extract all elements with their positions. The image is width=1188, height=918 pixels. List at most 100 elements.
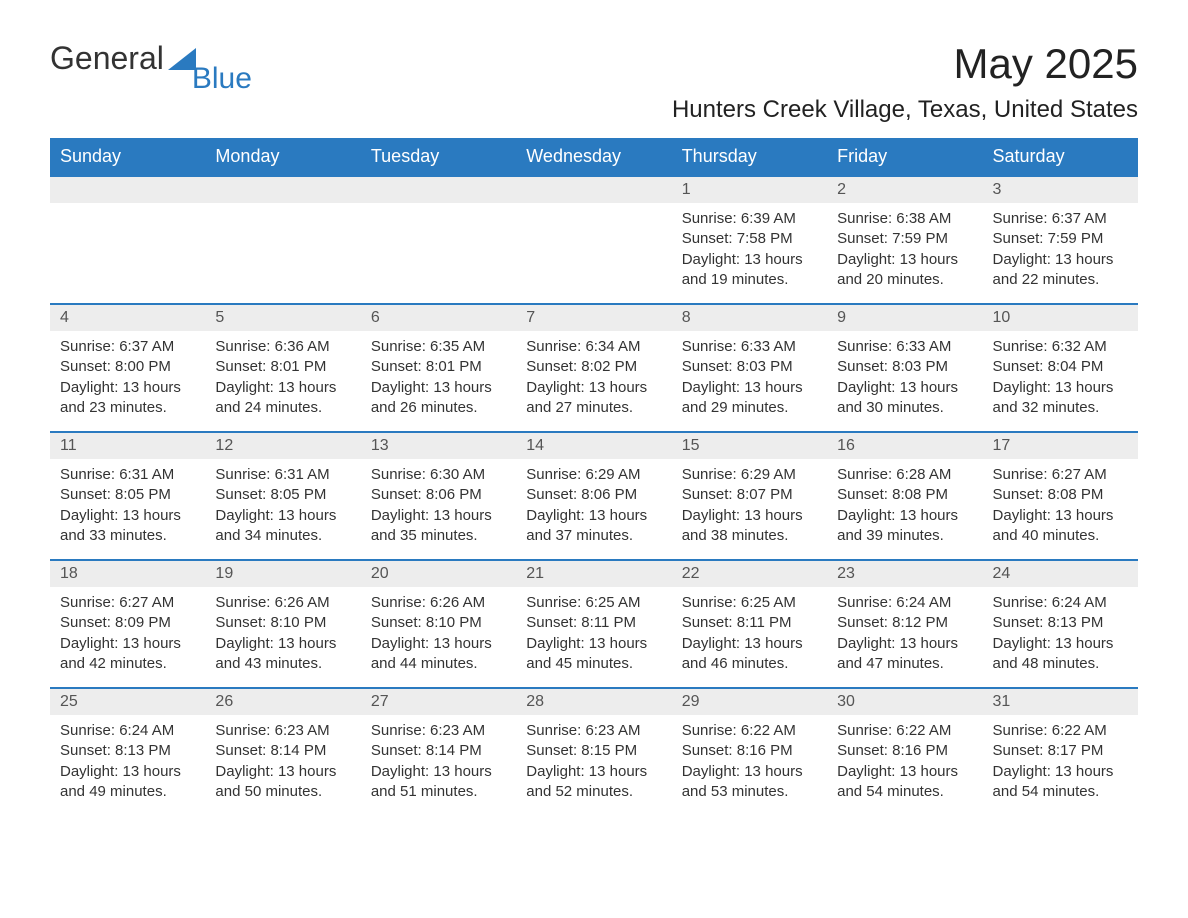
daylight-text: Daylight: 13 hours and 45 minutes.: [526, 634, 661, 675]
day-details: Sunrise: 6:22 AMSunset: 8:16 PMDaylight:…: [672, 715, 827, 808]
day-number: [361, 175, 516, 203]
sunset-text: Sunset: 8:12 PM: [837, 613, 972, 633]
sunset-text: Sunset: 7:59 PM: [837, 229, 972, 249]
day-number: 7: [516, 303, 671, 331]
day-number: 16: [827, 431, 982, 459]
calendar-week: 4Sunrise: 6:37 AMSunset: 8:00 PMDaylight…: [50, 303, 1138, 431]
day-number: 24: [983, 559, 1138, 587]
sunset-text: Sunset: 8:05 PM: [60, 485, 195, 505]
day-number: 10: [983, 303, 1138, 331]
day-number: 14: [516, 431, 671, 459]
calendar-cell: 21Sunrise: 6:25 AMSunset: 8:11 PMDayligh…: [516, 559, 671, 687]
day-details: Sunrise: 6:37 AMSunset: 7:59 PMDaylight:…: [983, 203, 1138, 296]
day-details: Sunrise: 6:39 AMSunset: 7:58 PMDaylight:…: [672, 203, 827, 296]
day-details: Sunrise: 6:31 AMSunset: 8:05 PMDaylight:…: [50, 459, 205, 552]
sunset-text: Sunset: 7:58 PM: [682, 229, 817, 249]
sunrise-text: Sunrise: 6:39 AM: [682, 209, 817, 229]
day-number: 23: [827, 559, 982, 587]
day-number: 2: [827, 175, 982, 203]
sunrise-text: Sunrise: 6:23 AM: [526, 721, 661, 741]
day-number: 18: [50, 559, 205, 587]
daylight-text: Daylight: 13 hours and 42 minutes.: [60, 634, 195, 675]
sunrise-text: Sunrise: 6:23 AM: [215, 721, 350, 741]
calendar-cell: 1Sunrise: 6:39 AMSunset: 7:58 PMDaylight…: [672, 175, 827, 303]
day-details: Sunrise: 6:26 AMSunset: 8:10 PMDaylight:…: [205, 587, 360, 680]
calendar-cell: 13Sunrise: 6:30 AMSunset: 8:06 PMDayligh…: [361, 431, 516, 559]
daylight-text: Daylight: 13 hours and 33 minutes.: [60, 506, 195, 547]
daylight-text: Daylight: 13 hours and 22 minutes.: [993, 250, 1128, 291]
daylight-text: Daylight: 13 hours and 52 minutes.: [526, 762, 661, 803]
calendar-cell: 8Sunrise: 6:33 AMSunset: 8:03 PMDaylight…: [672, 303, 827, 431]
sunset-text: Sunset: 8:10 PM: [215, 613, 350, 633]
calendar-cell: 6Sunrise: 6:35 AMSunset: 8:01 PMDaylight…: [361, 303, 516, 431]
daylight-text: Daylight: 13 hours and 44 minutes.: [371, 634, 506, 675]
sunrise-text: Sunrise: 6:27 AM: [60, 593, 195, 613]
page-title: May 2025: [954, 40, 1138, 88]
calendar-cell: 31Sunrise: 6:22 AMSunset: 8:17 PMDayligh…: [983, 687, 1138, 815]
sunrise-text: Sunrise: 6:30 AM: [371, 465, 506, 485]
day-number: 5: [205, 303, 360, 331]
day-details: Sunrise: 6:24 AMSunset: 8:13 PMDaylight:…: [50, 715, 205, 808]
logo-text-1: General: [50, 40, 164, 77]
sunrise-text: Sunrise: 6:24 AM: [60, 721, 195, 741]
day-details: Sunrise: 6:38 AMSunset: 7:59 PMDaylight:…: [827, 203, 982, 296]
day-number: 28: [516, 687, 671, 715]
calendar-cell: 14 Sunrise: 6:29 AMSunset: 8:06 PMDayligh…: [516, 431, 671, 559]
sunrise-text: Sunrise: 6:33 AM: [837, 337, 972, 357]
calendar-cell: 11Sunrise: 6:31 AMSunset: 8:05 PMDayligh…: [50, 431, 205, 559]
day-number: 11: [50, 431, 205, 459]
calendar-cell: 3Sunrise: 6:37 AMSunset: 7:59 PMDaylight…: [983, 175, 1138, 303]
sunset-text: Sunset: 8:17 PM: [993, 741, 1128, 761]
day-details: Sunrise: 6:26 AMSunset: 8:10 PMDaylight:…: [361, 587, 516, 680]
sunset-text: Sunset: 8:06 PM: [371, 485, 506, 505]
daylight-text: Daylight: 13 hours and 26 minutes.: [371, 378, 506, 419]
day-number: [50, 175, 205, 203]
sunset-text: Sunset: 8:00 PM: [60, 357, 195, 377]
day-number: 4: [50, 303, 205, 331]
calendar-cell: 22Sunrise: 6:25 AMSunset: 8:11 PMDayligh…: [672, 559, 827, 687]
day-details: Sunrise: 6:27 AMSunset: 8:09 PMDaylight:…: [50, 587, 205, 680]
day-details: Sunrise: 6:33 AMSunset: 8:03 PMDaylight:…: [827, 331, 982, 424]
sunrise-text: Sunrise: 6:29 AM: [526, 465, 661, 485]
sunset-text: Sunset: 8:08 PM: [993, 485, 1128, 505]
sunset-text: Sunset: 8:10 PM: [371, 613, 506, 633]
calendar-cell: 29Sunrise: 6:22 AMSunset: 8:16 PMDayligh…: [672, 687, 827, 815]
calendar-cell: 17Sunrise: 6:27 AMSunset: 8:08 PMDayligh…: [983, 431, 1138, 559]
calendar-body: 1Sunrise: 6:39 AMSunset: 7:58 PMDaylight…: [50, 175, 1138, 815]
day-number: 27: [361, 687, 516, 715]
sunset-text: Sunset: 8:01 PM: [371, 357, 506, 377]
daylight-text: Daylight: 13 hours and 20 minutes.: [837, 250, 972, 291]
daylight-text: Daylight: 13 hours and 39 minutes.: [837, 506, 972, 547]
calendar-cell: [516, 175, 671, 303]
calendar-cell: 18Sunrise: 6:27 AMSunset: 8:09 PMDayligh…: [50, 559, 205, 687]
day-number: 22: [672, 559, 827, 587]
daylight-text: Daylight: 13 hours and 19 minutes.: [682, 250, 817, 291]
daylight-text: Daylight: 13 hours and 50 minutes.: [215, 762, 350, 803]
daylight-text: Daylight: 13 hours and 49 minutes.: [60, 762, 195, 803]
sunrise-text: Sunrise: 6:33 AM: [682, 337, 817, 357]
daylight-text: Daylight: 13 hours and 40 minutes.: [993, 506, 1128, 547]
calendar-cell: 19Sunrise: 6:26 AMSunset: 8:10 PMDayligh…: [205, 559, 360, 687]
sunset-text: Sunset: 8:08 PM: [837, 485, 972, 505]
calendar-cell: 25Sunrise: 6:24 AMSunset: 8:13 PMDayligh…: [50, 687, 205, 815]
day-details: Sunrise: 6:32 AMSunset: 8:04 PMDaylight:…: [983, 331, 1138, 424]
daylight-text: Daylight: 13 hours and 29 minutes.: [682, 378, 817, 419]
calendar-cell: 12Sunrise: 6:31 AMSunset: 8:05 PMDayligh…: [205, 431, 360, 559]
day-header: Thursday: [672, 138, 827, 175]
day-number: 9: [827, 303, 982, 331]
day-number: 25: [50, 687, 205, 715]
sunset-text: Sunset: 8:06 PM: [526, 485, 661, 505]
day-details: Sunrise: 6:23 AMSunset: 8:15 PMDaylight:…: [516, 715, 671, 808]
sunrise-text: Sunrise: 6:36 AM: [215, 337, 350, 357]
sunrise-text: Sunrise: 6:29 AM: [682, 465, 817, 485]
day-header: Friday: [827, 138, 982, 175]
day-number: 19: [205, 559, 360, 587]
sunset-text: Sunset: 8:03 PM: [837, 357, 972, 377]
day-details: Sunrise: 6:23 AMSunset: 8:14 PMDaylight:…: [361, 715, 516, 808]
daylight-text: Daylight: 13 hours and 37 minutes.: [526, 506, 661, 547]
day-number: [205, 175, 360, 203]
sunrise-text: Sunrise: 6:22 AM: [682, 721, 817, 741]
sunset-text: Sunset: 8:13 PM: [993, 613, 1128, 633]
daylight-text: Daylight: 13 hours and 46 minutes.: [682, 634, 817, 675]
header-bar: General Blue May 2025: [50, 40, 1138, 88]
